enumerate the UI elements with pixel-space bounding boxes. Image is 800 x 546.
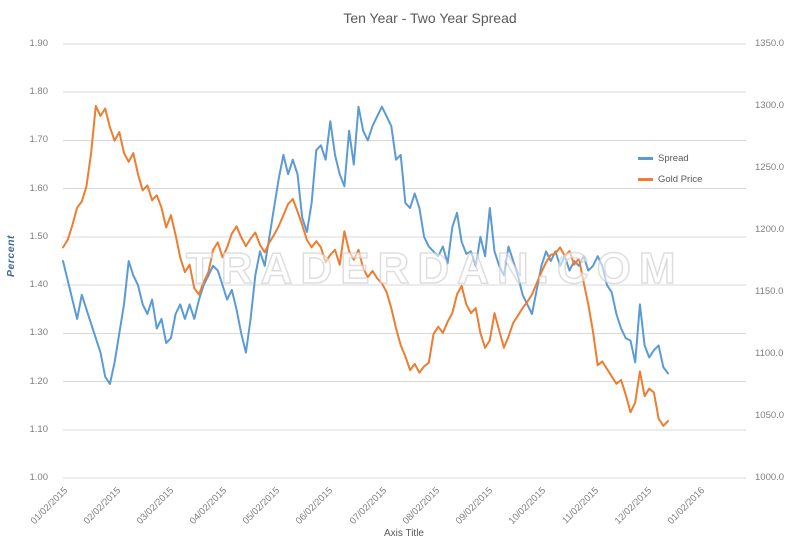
x-axis-title: Axis Title [383, 528, 424, 539]
right-axis-tick-label: 1000.0 [755, 472, 785, 483]
left-axis-tick-label: 1.60 [29, 182, 49, 194]
gold-price-line-swatch [638, 178, 653, 181]
left-axis-tick-label: 1.90 [29, 38, 49, 49]
right-axis-tick-label: 1300.0 [755, 100, 785, 111]
right-axis-tick-label: 1050.0 [755, 410, 785, 421]
right-axis-tick-label: 1250.0 [755, 162, 785, 173]
chart-title: Ten Year - Two Year Spread [343, 10, 517, 26]
gridlines [63, 43, 746, 479]
left-axis-tick-label: 1.00 [29, 472, 49, 483]
right-axis-tick-label: 1200.0 [755, 224, 785, 235]
legend-label-spread: Spread [658, 153, 689, 164]
left-axis-tick-label: 1.70 [29, 134, 49, 146]
right-axis-tick-label: 1150.0 [755, 286, 784, 297]
left-axis-tick-label: 1.50 [29, 230, 49, 242]
legend: Spread Gold Price [638, 148, 702, 190]
right-axis-tick-label: 1350.0 [755, 38, 785, 49]
legend-item-gold-price: Gold Price [638, 169, 702, 190]
spread-line [62, 105, 669, 385]
left-axis-tick-label: 1.80 [29, 86, 49, 98]
legend-label-gold-price: Gold Price [658, 174, 703, 185]
gold-price-line [62, 105, 669, 427]
legend-item-spread: Spread [638, 148, 702, 169]
left-axis-tick-label: 1.10 [29, 423, 49, 435]
right-axis-tick-label: 1100.0 [755, 348, 784, 359]
spread-line-swatch [638, 157, 653, 160]
left-axis-tick-label: 1.30 [29, 327, 49, 339]
left-axis-tick-label: 1.20 [29, 375, 49, 387]
left-axis-tick-label: 1.40 [29, 279, 49, 291]
